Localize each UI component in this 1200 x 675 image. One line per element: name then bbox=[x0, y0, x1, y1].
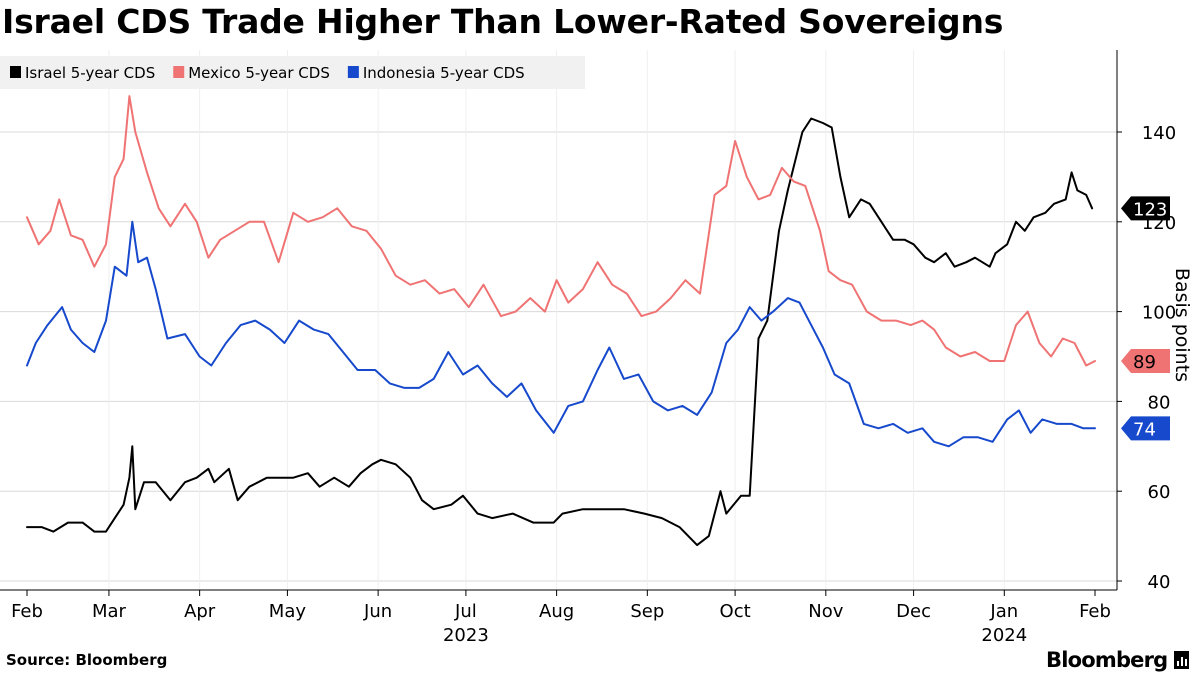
year-label-2024: 2024 bbox=[981, 625, 1027, 646]
end-tag-indonesia bbox=[1121, 416, 1170, 441]
x-tick-label-dec-10: Dec bbox=[896, 601, 931, 622]
end-value-mexico: 89 bbox=[1133, 352, 1156, 373]
end-value-israel: 123 bbox=[1133, 199, 1167, 220]
x-tick-label-feb-0: Feb bbox=[11, 601, 43, 622]
series-line-israel bbox=[26, 117, 1094, 547]
series-end-labels: 123 89 74 bbox=[1121, 196, 1170, 441]
x-tick-labels: Feb Mar Apr May Jun Jul Aug Sep Oct Nov Dec Jan Feb 2… bbox=[11, 590, 1111, 646]
chart-title: Israel CDS Trade Higher Than Lower-Rated… bbox=[2, 2, 1004, 41]
legend: Israel 5-year CDS Mexico 5-year CDS Indone… bbox=[0, 56, 585, 89]
x-tick-label-jan-11: Jan bbox=[989, 601, 1018, 622]
end-value-indonesia: 74 bbox=[1133, 419, 1156, 440]
end-tag-mexico bbox=[1121, 348, 1170, 373]
y-tick-label-100: 100 bbox=[1142, 303, 1176, 324]
legend-label-mexico: Mexico 5-year CDS bbox=[188, 64, 330, 82]
y-tick-label-80: 80 bbox=[1148, 392, 1171, 413]
series-line-indonesia bbox=[26, 220, 1096, 448]
x-tick-label-feb-12: Feb bbox=[1079, 601, 1111, 622]
x-tick-label-jun-4: Jun bbox=[363, 601, 392, 622]
x-tick-label-jul-5: Jul bbox=[454, 601, 477, 622]
x-tick-label-may-3: May bbox=[269, 601, 307, 622]
year-label-2023: 2023 bbox=[443, 625, 489, 646]
y-tick-label-60: 60 bbox=[1148, 482, 1171, 503]
end-tag-israel bbox=[1121, 196, 1170, 221]
x-tick-label-nov-9: Nov bbox=[808, 601, 843, 622]
y-tick-label-40: 40 bbox=[1148, 572, 1171, 593]
x-tick-label-apr-2: Apr bbox=[184, 601, 216, 622]
x-tick-label-oct-8: Oct bbox=[720, 601, 751, 622]
source-note: Source: Bloomberg bbox=[6, 651, 168, 669]
x-tick-label-mar-1: Mar bbox=[92, 601, 127, 622]
bloomberg-terminal-icon bbox=[1174, 651, 1190, 669]
bloomberg-wordmark: Bloomberg bbox=[1046, 648, 1168, 672]
bloomberg-logo: Bloomberg bbox=[1046, 648, 1190, 672]
series-lines bbox=[26, 95, 1096, 547]
legend-swatch-israel bbox=[10, 66, 21, 78]
legend-label-israel: Israel 5-year CDS bbox=[25, 64, 155, 82]
legend-label-indonesia: Indonesia 5-year CDS bbox=[363, 64, 525, 82]
series-line-mexico bbox=[26, 95, 1096, 367]
legend-swatch-mexico bbox=[173, 66, 185, 78]
gridlines bbox=[0, 50, 1117, 590]
x-tick-label-aug-6: Aug bbox=[539, 601, 574, 622]
x-tick-label-sep-7: Sep bbox=[630, 601, 664, 622]
y-axis-label: Basis points bbox=[1171, 268, 1193, 382]
legend-background bbox=[0, 56, 585, 89]
legend-swatch-indonesia bbox=[347, 66, 359, 78]
y-tick-label-140: 140 bbox=[1142, 123, 1176, 144]
